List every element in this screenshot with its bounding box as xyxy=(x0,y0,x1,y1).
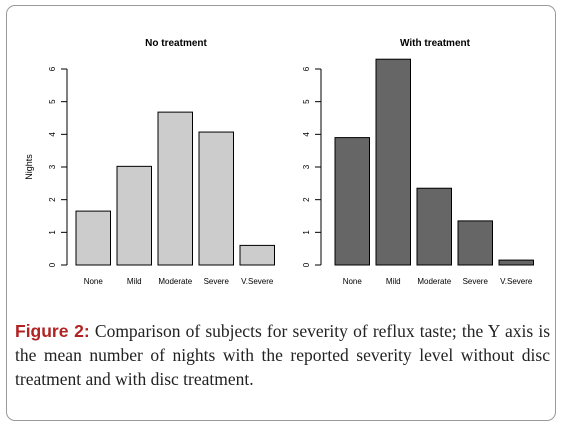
x-tick-label: None xyxy=(343,277,363,286)
y-tick-label: 2 xyxy=(302,197,311,202)
bar-severe xyxy=(198,131,234,266)
y-tick-label: 4 xyxy=(48,132,57,137)
y-tick-label: 2 xyxy=(48,197,57,202)
y-tick-label: 6 xyxy=(48,66,57,71)
chart-title: No treatment xyxy=(145,38,207,49)
chart-title: With treatment xyxy=(400,38,471,49)
x-tick-label: None xyxy=(84,277,104,286)
y-tick-label: 6 xyxy=(302,66,311,71)
x-tick-label: Moderate xyxy=(158,277,192,286)
x-tick-label: V.Severe xyxy=(241,277,274,286)
y-tick-label: 5 xyxy=(302,99,311,104)
x-tick-label: Mild xyxy=(386,277,401,286)
x-tick-label: Severe xyxy=(204,277,230,286)
figure-charts: No treatment Nights 0 1 2 3 4 5 6 None Mild Moderat… xyxy=(24,38,534,286)
bar-none xyxy=(334,137,370,266)
x-tick-label: Mild xyxy=(127,277,142,286)
chart-panel-2: With treatment 0 1 2 3 4 5 6 None Mild Moderate Sev… xyxy=(302,38,534,286)
y-tick-label: 5 xyxy=(48,99,57,104)
figure-caption: Figure 2: Comparison of subjects for sev… xyxy=(15,319,550,391)
bar-mild xyxy=(116,165,152,266)
y-tick-label: 4 xyxy=(302,132,311,137)
figure-caption-text: Comparison of subjects for severity of r… xyxy=(15,321,551,389)
y-tick-label: 1 xyxy=(48,230,57,235)
bar-severe xyxy=(457,220,493,266)
bar-v-severe xyxy=(239,244,275,266)
y-tick-label: 1 xyxy=(302,230,311,235)
x-tick-label: V.Severe xyxy=(500,277,533,286)
y-tick-label: 0 xyxy=(302,262,311,267)
y-tick-label: 0 xyxy=(48,262,57,267)
bar-v-severe xyxy=(498,259,534,266)
bar-moderate xyxy=(157,111,193,266)
figure-caption-label: Figure 2: xyxy=(15,321,90,341)
bar-mild xyxy=(375,58,411,266)
y-tick-label: 3 xyxy=(302,164,311,169)
y-tick-label: 3 xyxy=(48,164,57,169)
x-tick-label: Moderate xyxy=(417,277,451,286)
chart-panel-1: No treatment Nights 0 1 2 3 4 5 6 None Mild Moderat… xyxy=(24,38,275,286)
y-axis-label: Nights xyxy=(24,154,34,180)
bar-moderate xyxy=(416,187,452,266)
x-tick-label: Severe xyxy=(463,277,489,286)
bar-none xyxy=(75,210,111,266)
